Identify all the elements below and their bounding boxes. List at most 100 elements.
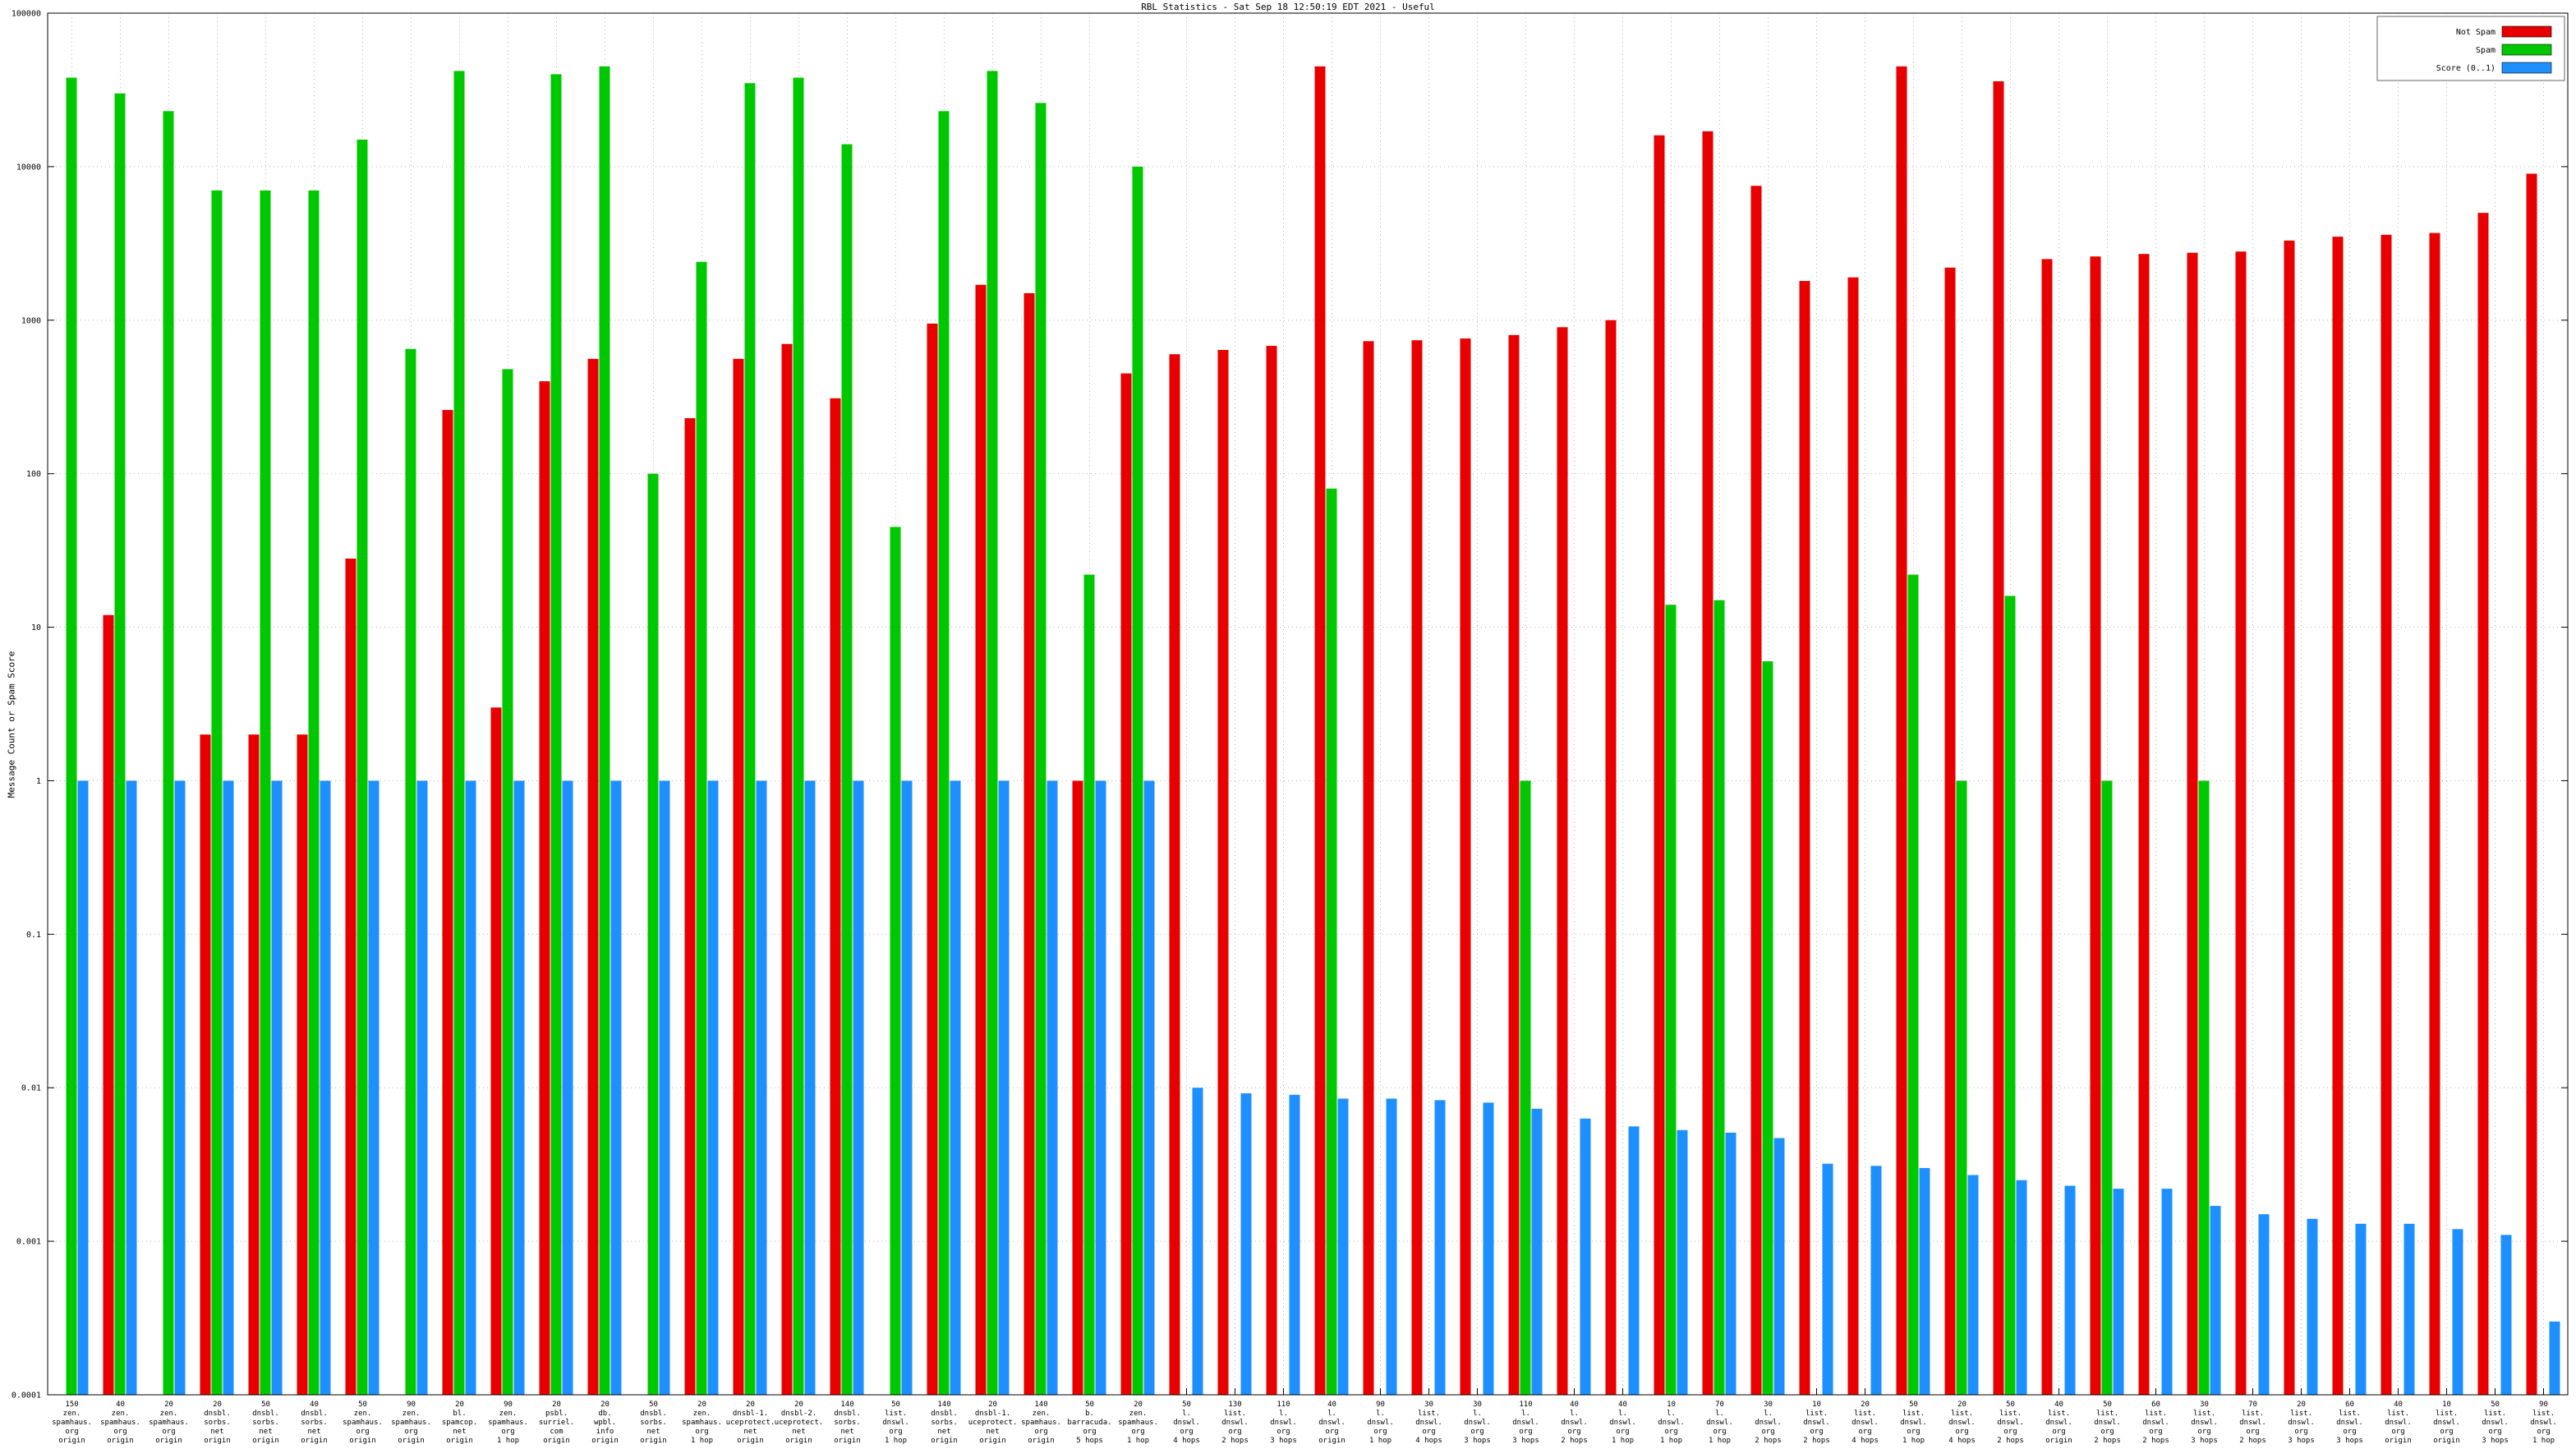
x-tick-label: dnswl.: [2142, 1419, 2169, 1427]
bar-series1-cat15: [793, 77, 804, 1395]
bar-series0-cat11: [587, 358, 599, 1395]
x-tick-label: list.: [2387, 1410, 2409, 1418]
bar-series0-cat29: [1460, 338, 1471, 1396]
bar-series0-cat4: [248, 734, 260, 1395]
x-tick-label: list.: [2193, 1410, 2215, 1418]
x-tick-label: 20: [213, 1401, 222, 1409]
x-tick-label: 70: [1715, 1401, 1724, 1409]
bar-series2-cat12: [659, 780, 670, 1395]
x-tick-label: list.: [1951, 1410, 1973, 1418]
x-tick-label: 150: [65, 1401, 78, 1409]
bar-series1-cat38: [1907, 574, 1919, 1395]
x-tick-label: net: [453, 1428, 466, 1436]
bar-series0-cat15: [781, 343, 793, 1395]
bar-series0-cat51: [2526, 173, 2537, 1396]
x-tick-label: spamhaus.: [1118, 1419, 1158, 1427]
x-tick-label: dnswl.: [1221, 1419, 1249, 1427]
bar-series0-cat18: [927, 323, 938, 1396]
bar-series2-cat32: [1628, 1126, 1640, 1395]
x-tick-label: 5 hops: [1076, 1437, 1103, 1445]
x-tick-label: uceprotect.: [968, 1419, 1018, 1427]
x-tick-label: list.: [2048, 1410, 2070, 1418]
bar-series0-cat49: [2429, 232, 2440, 1396]
x-tick-label: l.: [1279, 1410, 1288, 1418]
x-tick-label: dnsbl.: [204, 1410, 231, 1418]
x-tick-label: dnsbl.: [252, 1410, 279, 1418]
x-tick-label: 20: [1134, 1401, 1143, 1409]
bar-series0-cat3: [200, 734, 211, 1395]
x-tick-label: dnswl.: [1900, 1419, 1927, 1427]
legend-label: Spam: [2476, 46, 2496, 55]
x-tick-label: dnswl.: [2191, 1419, 2218, 1427]
x-tick-label: org: [1713, 1428, 1726, 1436]
bar-series2-cat2: [174, 780, 186, 1395]
bar-series0-cat13: [684, 418, 696, 1396]
bar-series1-cat13: [696, 261, 707, 1396]
bar-series2-cat7: [416, 780, 428, 1395]
x-tick-label: org: [1034, 1428, 1047, 1436]
x-tick-label: zen.: [112, 1410, 130, 1418]
bar-series1-cat33: [1665, 605, 1677, 1395]
x-tick-label: org: [2246, 1428, 2259, 1436]
x-tick-label: origin: [834, 1437, 861, 1445]
x-tick-label: 1 hop: [1660, 1437, 1682, 1445]
x-tick-label: 1 hop: [1369, 1437, 1392, 1445]
x-tick-label: org: [1616, 1428, 1629, 1436]
bar-series0-cat23: [1169, 354, 1180, 1396]
bar-series2-cat39: [1967, 1175, 1979, 1395]
x-tick-label: zen.: [402, 1410, 421, 1418]
x-tick-label: barracuda.: [1067, 1419, 1111, 1427]
bar-series1-cat9: [502, 369, 513, 1396]
x-tick-label: 30: [1424, 1401, 1433, 1409]
x-tick-label: dnswl.: [1318, 1419, 1346, 1427]
x-tick-label: origin: [204, 1437, 231, 1445]
bar-series1-cat17: [890, 527, 901, 1395]
bar-series1-cat16: [841, 144, 853, 1395]
bar-series0-cat33: [1654, 135, 1665, 1396]
bar-series0-cat19: [975, 284, 987, 1395]
x-tick-label: 10: [1667, 1401, 1676, 1409]
legend-swatch: [2501, 62, 2552, 74]
x-tick-label: dnswl.: [1755, 1419, 1782, 1427]
x-tick-label: list.: [2145, 1410, 2167, 1418]
bar-series2-cat1: [126, 780, 137, 1395]
x-tick-label: db.: [598, 1410, 611, 1418]
bar-series0-cat30: [1508, 334, 1520, 1396]
x-tick-label: list.: [2532, 1410, 2555, 1418]
bar-series0-cat38: [1896, 66, 1907, 1395]
legend-label: Score (0..1): [2436, 64, 2496, 73]
x-tick-label: 4 hops: [1415, 1437, 1442, 1445]
bar-series2-cat41: [2064, 1185, 2076, 1395]
x-tick-label: dnswl.: [1367, 1419, 1394, 1427]
x-tick-label: l.: [1376, 1410, 1385, 1418]
bar-series0-cat31: [1557, 327, 1568, 1395]
x-tick-label: 20: [164, 1401, 173, 1409]
bar-series2-cat5: [320, 780, 331, 1395]
bar-series1-cat42: [2101, 780, 2113, 1395]
x-tick-label: 2 hops: [1561, 1437, 1588, 1445]
bar-series2-cat19: [998, 780, 1010, 1395]
bar-series2-cat38: [1919, 1167, 1930, 1395]
x-tick-label: 40: [1618, 1401, 1627, 1409]
chart-title: RBL Statistics - Sat Sep 18 12:50:19 EDT…: [1141, 2, 1435, 12]
x-tick-label: 20: [1861, 1401, 1870, 1409]
x-tick-label: 90: [2539, 1401, 2548, 1409]
x-tick-label: net: [840, 1428, 853, 1436]
y-tick-label: 0.01: [21, 1084, 41, 1093]
x-tick-label: 1 hop: [1612, 1437, 1634, 1445]
x-tick-label: 40: [2394, 1401, 2403, 1409]
bar-series0-cat16: [830, 398, 841, 1395]
bar-series0-cat44: [2187, 252, 2198, 1395]
x-tick-label: origin: [543, 1437, 570, 1445]
x-tick-label: list.: [2242, 1410, 2264, 1418]
bar-series0-cat45: [2235, 251, 2247, 1395]
bar-series2-cat9: [513, 780, 525, 1395]
bar-series1-cat14: [744, 83, 756, 1395]
bar-series2-cat28: [1434, 1100, 1446, 1395]
bar-series0-cat24: [1217, 350, 1229, 1395]
x-tick-label: list.: [2290, 1410, 2312, 1418]
x-tick-label: zen.: [693, 1410, 711, 1418]
x-tick-label: l.: [1667, 1410, 1676, 1418]
bar-series0-cat36: [1799, 281, 1810, 1395]
